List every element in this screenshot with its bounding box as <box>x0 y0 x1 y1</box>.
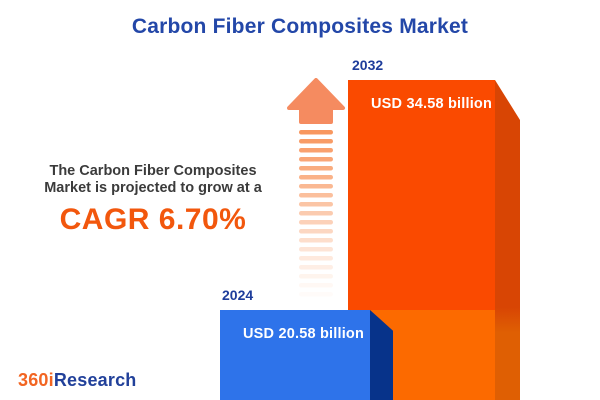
brand-logo: 360iResearch <box>18 370 137 391</box>
growth-arrow-icon <box>287 78 345 297</box>
bar-2024: USD 20.58 billion <box>220 310 370 400</box>
page-title: Carbon Fiber Composites Market <box>131 15 469 38</box>
growth-statement: The Carbon Fiber Composites Market is pr… <box>28 163 278 237</box>
bar-2024-year-label: 2024 <box>222 287 254 303</box>
bar-2024-side-face <box>370 310 393 400</box>
growth-statement-line2: Market is projected to grow at a <box>44 180 262 196</box>
brand-logo-research: Research <box>53 370 137 390</box>
growth-statement-line1: The Carbon Fiber Composites <box>49 163 257 179</box>
bar-2024-value-label: USD 20.58 billion <box>243 326 365 342</box>
cagr-value: CAGR 6.70% <box>59 203 247 236</box>
bar-2032-side-face <box>495 80 520 400</box>
bar-2032-year-label: 2032 <box>352 57 384 73</box>
bar-2032-value-label: USD 34.58 billion <box>371 96 493 112</box>
brand-logo-360i: 360i <box>18 370 54 390</box>
